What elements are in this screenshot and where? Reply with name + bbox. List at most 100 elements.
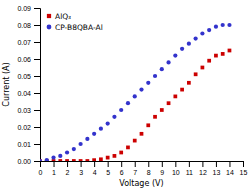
point [207, 28, 211, 32]
x-tick-mark [148, 161, 149, 167]
point [40, 159, 42, 161]
legend-label: CP-B8QBA-Al [55, 23, 103, 32]
point [58, 154, 62, 158]
y-tick-mark [34, 76, 40, 77]
x-tick-mark [135, 161, 136, 167]
x-tick-label: 0 [39, 169, 43, 176]
x-tick: 3 [79, 161, 83, 176]
point [126, 146, 130, 150]
point [65, 159, 69, 161]
point [106, 121, 110, 125]
legend-label: AlQ₃ [55, 12, 71, 21]
x-tick-label: 13 [213, 169, 221, 176]
legend-item: AlQ₃ [47, 12, 71, 21]
y-tick-label: 0.00 [17, 158, 31, 165]
point [133, 139, 137, 143]
point [166, 60, 170, 64]
x-tick: 6 [120, 161, 124, 176]
x-tick-label: 6 [120, 169, 124, 176]
point [200, 31, 204, 35]
point [139, 87, 143, 91]
x-tick-mark [67, 161, 68, 167]
point [214, 25, 218, 29]
y-tick-label: 0.01 [17, 141, 31, 148]
y-axis: 0.000.010.020.030.040.050.060.070.080.09 [17, 5, 40, 165]
x-tick-mark [189, 161, 190, 167]
x-tick-mark [175, 161, 176, 167]
legend-swatch [47, 14, 51, 18]
plot: 01234567891011121314150.000.010.020.030.… [17, 5, 247, 176]
point [201, 66, 205, 70]
x-tick-label: 3 [79, 169, 83, 176]
y-tick-mark [34, 25, 40, 26]
series [40, 23, 232, 161]
point [173, 53, 177, 57]
point [119, 108, 123, 112]
x-tick-label: 7 [133, 169, 137, 176]
legend: AlQ₃ CP-B8QBA-Al [47, 12, 103, 32]
series [40, 49, 231, 161]
x-tick-label: 8 [147, 169, 151, 176]
x-tick-mark [81, 161, 82, 167]
point [160, 108, 164, 112]
point [180, 47, 184, 51]
y-tick: 0.09 [17, 5, 40, 12]
y-tick-mark [34, 8, 40, 9]
point [51, 155, 55, 159]
point [112, 115, 116, 119]
point [194, 36, 198, 40]
point [99, 157, 103, 161]
x-tick: 12 [199, 161, 207, 176]
y-axis-line [34, 9, 41, 162]
x-tick: 8 [147, 161, 151, 176]
x-tick: 15 [240, 161, 248, 176]
point [146, 123, 150, 127]
x-tick-mark [243, 161, 244, 167]
x-tick-mark [108, 161, 109, 167]
point [58, 159, 62, 161]
point [227, 23, 231, 27]
point [65, 150, 69, 154]
legend-swatch [47, 25, 52, 30]
y-tick-label: 0.03 [17, 107, 31, 114]
point [40, 159, 42, 161]
x-tick-label: 2 [66, 169, 70, 176]
y-tick-mark [34, 93, 40, 94]
point [72, 159, 76, 161]
x-tick-mark [94, 161, 95, 167]
point [153, 115, 157, 119]
y-tick: 0.01 [17, 141, 40, 148]
x-tick-mark [229, 161, 230, 167]
y-tick: 0.00 [17, 158, 40, 165]
y-tick-label: 0.07 [17, 39, 31, 46]
point [133, 94, 137, 98]
point [140, 132, 144, 136]
y-tick-mark [34, 42, 40, 43]
point [85, 159, 89, 161]
x-tick: 10 [172, 161, 180, 176]
point [92, 132, 96, 136]
point [214, 54, 218, 58]
point [160, 67, 164, 71]
x-tick-label: 9 [160, 169, 164, 176]
y-tick-label: 0.02 [17, 124, 31, 131]
x-tick: 1 [52, 161, 56, 176]
x-tick: 7 [133, 161, 137, 176]
point [167, 101, 171, 105]
x-tick-label: 12 [199, 169, 207, 176]
x-tick-mark [216, 161, 217, 167]
y-tick: 0.02 [17, 124, 40, 131]
x-tick: 14 [226, 161, 234, 176]
x-tick: 0 [39, 161, 43, 176]
x-tick-mark [54, 161, 55, 167]
point [173, 95, 177, 99]
y-tick-label: 0.06 [17, 56, 31, 63]
x-tick-label: 15 [240, 169, 248, 176]
x-tick-mark [121, 161, 122, 167]
point [146, 81, 150, 85]
y-tick-mark [34, 59, 40, 60]
point [221, 52, 225, 56]
x-tick-label: 1 [52, 169, 56, 176]
y-tick-mark [34, 127, 40, 128]
x-tick: 5 [106, 161, 110, 176]
